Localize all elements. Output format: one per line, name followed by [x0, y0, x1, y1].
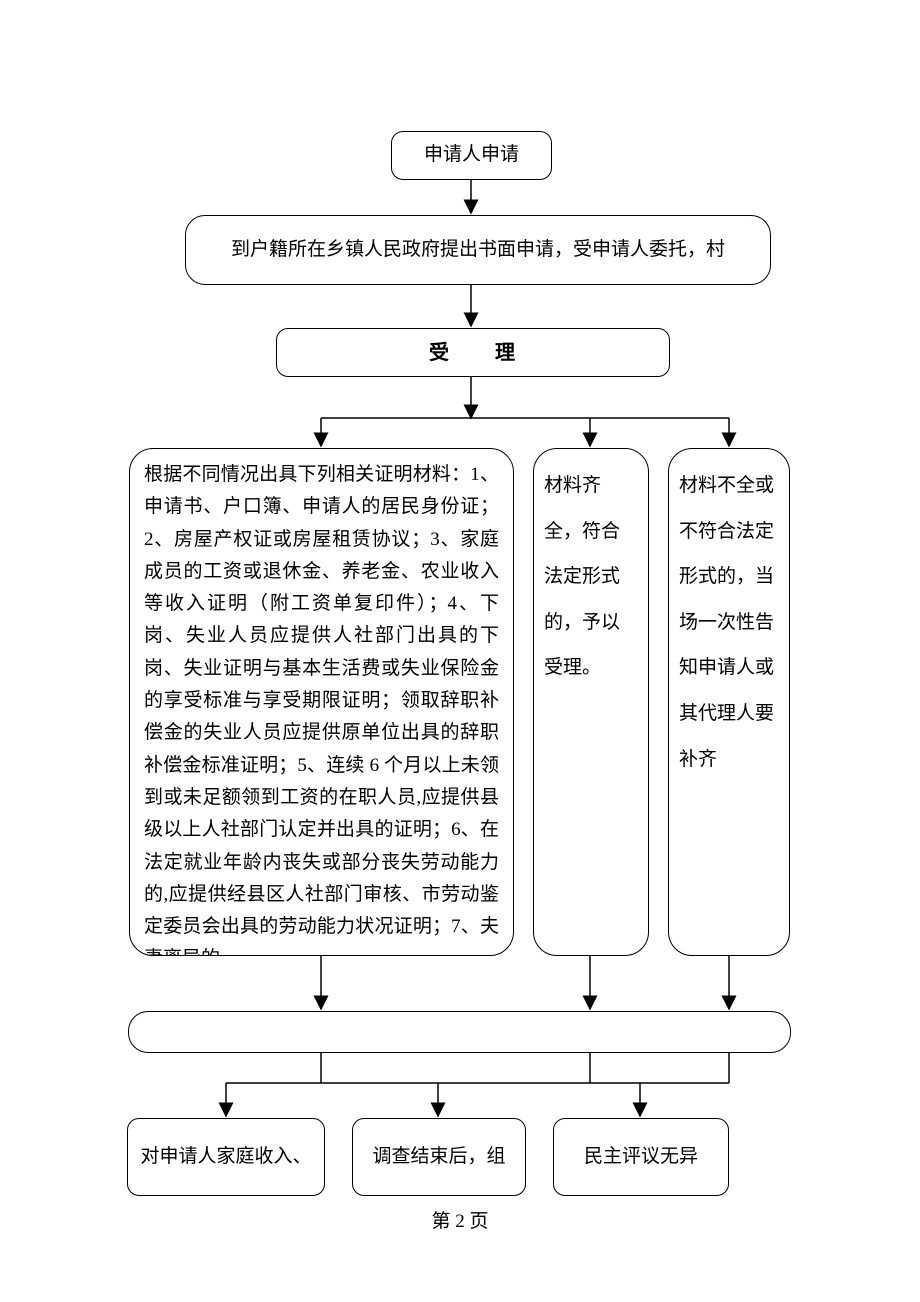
node-incomplete: 材料不全或不符合法定形式的，当场一次性告知申请人或其代理人要补齐	[668, 448, 790, 956]
node-result2: 调查结束后，组	[352, 1118, 526, 1196]
submit-label: 到户籍所在乡镇人民政府提出书面申请，受申请人委托，村	[219, 225, 737, 275]
node-materials: 根据不同情况出具下列相关证明材料：1、申请书、户口簿、申请人的居民身份证；2、房…	[129, 448, 514, 956]
materials-label: 根据不同情况出具下列相关证明材料：1、申请书、户口簿、申请人的居民身份证；2、房…	[130, 449, 513, 956]
page-number: 第 2 页	[0, 1206, 920, 1233]
apply-label: 申请人申请	[412, 131, 531, 180]
node-survey-bar	[128, 1011, 791, 1053]
result3-label: 民主评议无异	[572, 1132, 710, 1182]
complete-label: 材料齐全，符合法定形式的，予以受理。	[534, 449, 648, 705]
result1-label: 对申请人家庭收入、	[128, 1132, 323, 1182]
node-complete: 材料齐全，符合法定形式的，予以受理。	[533, 448, 649, 956]
accept-label: 受 理	[417, 328, 529, 377]
node-submit: 到户籍所在乡镇人民政府提出书面申请，受申请人委托，村	[185, 215, 771, 285]
survey-label	[448, 1024, 472, 1040]
node-apply: 申请人申请	[391, 131, 552, 180]
incomplete-label: 材料不全或不符合法定形式的，当场一次性告知申请人或其代理人要补齐	[669, 449, 789, 796]
node-result1: 对申请人家庭收入、	[127, 1118, 325, 1196]
result2-label: 调查结束后，组	[360, 1132, 517, 1182]
node-result3: 民主评议无异	[553, 1118, 729, 1196]
node-accept: 受 理	[276, 328, 670, 377]
